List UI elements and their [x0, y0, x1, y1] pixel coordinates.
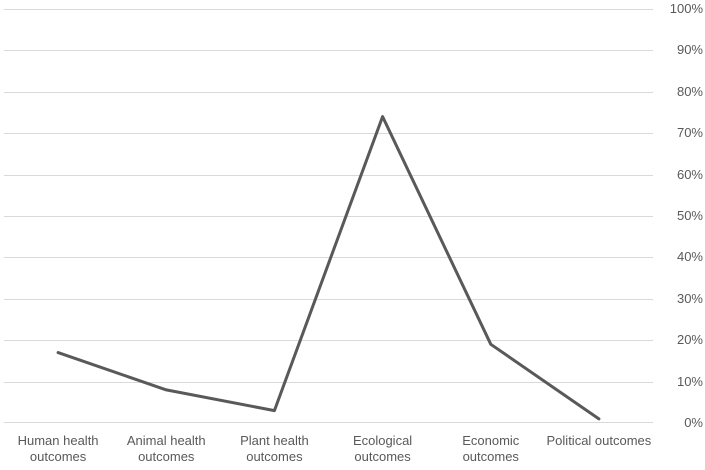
y-tick-label: 30%	[676, 291, 703, 306]
gridline-100%	[4, 9, 653, 10]
gridline-50%	[4, 216, 653, 217]
y-tick-label: 10%	[676, 374, 703, 389]
y-tick-label: 0%	[684, 415, 703, 430]
y-axis: 0% 10% 20% 30% 40% 50% 60% 70% 80% 90% 100%	[655, 0, 703, 470]
gridline-40%	[4, 257, 653, 258]
plot-area	[4, 9, 653, 423]
y-tick-label: 60%	[676, 167, 703, 182]
gridline-10%	[4, 382, 653, 383]
x-category-label: Human health outcomes	[17, 433, 99, 464]
series-polyline	[56, 115, 601, 421]
x-category-label: Economic outcomes	[462, 433, 520, 464]
data-series-line	[56, 115, 601, 421]
y-tick-label: 80%	[676, 84, 703, 99]
x-category-label: Political outcomes	[546, 433, 652, 448]
x-category-label: Animal health outcomes	[126, 433, 206, 464]
gridline-0%	[4, 422, 653, 423]
gridline-60%	[4, 175, 653, 176]
y-tick-label: 50%	[676, 208, 703, 223]
y-tick-label: 70%	[676, 125, 703, 140]
gridline-70%	[4, 133, 653, 134]
y-tick-label: 100%	[669, 1, 703, 16]
y-tick-label: 90%	[676, 42, 703, 57]
gridlines	[4, 9, 653, 423]
x-axis: Human health outcomes Animal health outco…	[0, 433, 660, 469]
gridline-30%	[4, 299, 653, 300]
gridline-20%	[4, 340, 653, 341]
y-tick-label: 40%	[676, 249, 703, 264]
y-tick-label: 20%	[676, 332, 703, 347]
gridline-90%	[4, 50, 653, 51]
x-category-label: Ecological outcomes	[352, 433, 413, 464]
gridline-80%	[4, 92, 653, 93]
x-category-label: Plant health outcomes	[240, 433, 309, 464]
